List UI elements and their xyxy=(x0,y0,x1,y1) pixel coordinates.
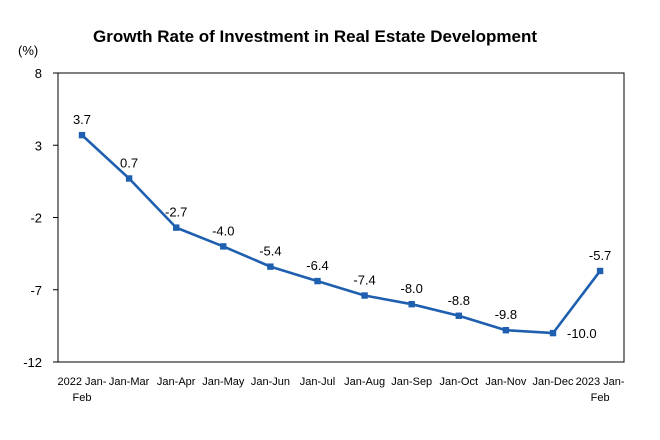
data-point xyxy=(502,327,510,334)
x-tick-label: Jan-Sep xyxy=(391,376,432,388)
x-tick-label-line: 2022 Jan- xyxy=(58,376,107,388)
data-point xyxy=(455,312,462,319)
data-label: -8.8 xyxy=(448,293,470,308)
x-tick-label: Jan-Dec xyxy=(533,376,574,388)
y-tick-label: 8 xyxy=(35,66,42,81)
x-tick-label-line: Feb xyxy=(591,392,610,404)
x-tick-label-line: Jan-Jun xyxy=(251,376,290,388)
x-tick-label-line: Jan-Sep xyxy=(391,376,432,388)
data-point xyxy=(220,243,227,250)
x-tick-label: Jan-Mar xyxy=(109,376,150,388)
data-label: -10.0 xyxy=(567,326,597,341)
y-tick-label: -2 xyxy=(30,211,42,226)
data-point xyxy=(173,224,180,231)
data-point xyxy=(408,301,415,308)
chart-title: Growth Rate of Investment in Real Estate… xyxy=(93,27,537,46)
x-tick-label-line: Jan-Oct xyxy=(440,376,479,388)
data-point xyxy=(549,329,557,337)
data-label: -7.4 xyxy=(353,273,375,288)
x-tick-label: Jan-Apr xyxy=(157,376,196,388)
x-tick-label-line: Jan-Nov xyxy=(485,376,526,388)
unit-label: (%) xyxy=(18,43,38,58)
data-point xyxy=(314,277,321,285)
data-label: -4.0 xyxy=(212,223,234,238)
x-tick-label: Jan-Nov xyxy=(485,376,526,388)
x-tick-label-line: Jan-Aug xyxy=(344,376,385,388)
y-tick-label: -12 xyxy=(23,355,42,370)
data-label: -8.0 xyxy=(400,281,422,296)
x-axis: 2022 Jan- Feb Jan-Mar Jan-Apr Jan-May Jan-Jun… xyxy=(58,376,625,404)
y-axis: 8 3 -2 -7 -12 xyxy=(23,66,58,370)
data-label: -6.4 xyxy=(306,258,328,273)
x-tick-label: Jan-Jun xyxy=(251,376,290,388)
plot-area-border xyxy=(57,72,625,363)
data-label: -5.4 xyxy=(259,244,281,259)
data-label: 3.7 xyxy=(73,112,91,127)
x-tick-label: 2022 Jan- Feb xyxy=(58,376,107,404)
data-markers xyxy=(78,131,604,337)
data-labels: 3.7 0.7 -2.7 -4.0 -5.4 -6.4 -7.4 -8.0 -8.8 -9.8 -1… xyxy=(73,112,611,341)
x-tick-label: Jan-Aug xyxy=(344,376,385,388)
x-tick-label-line: Jan-Mar xyxy=(109,376,150,388)
x-tick-label: Jan-Oct xyxy=(440,376,479,388)
x-tick-label-line: Jan-May xyxy=(202,376,245,388)
series-line xyxy=(81,134,602,335)
data-label: 0.7 xyxy=(120,155,138,170)
x-tick-label: Jan-Jul xyxy=(300,376,335,388)
x-tick-label: Jan-May xyxy=(202,376,245,388)
data-label: -2.7 xyxy=(165,205,187,220)
data-point xyxy=(78,131,86,139)
data-point xyxy=(125,175,133,182)
data-point xyxy=(267,263,274,270)
x-tick-label-line: Feb xyxy=(73,392,92,404)
x-tick-label-line: 2023 Jan- xyxy=(576,376,625,388)
data-point xyxy=(361,292,368,299)
data-point xyxy=(596,267,604,275)
x-tick-label: 2023 Jan- Feb xyxy=(576,376,625,404)
y-tick-label: 3 xyxy=(35,138,42,153)
data-label: -5.7 xyxy=(589,248,611,263)
x-tick-label-line: Jan-Apr xyxy=(157,376,196,388)
x-tick-label-line: Jan-Dec xyxy=(533,376,574,388)
data-label: -9.8 xyxy=(495,307,517,322)
x-tick-label-line: Jan-Jul xyxy=(300,376,335,388)
y-tick-label: -7 xyxy=(30,283,42,298)
